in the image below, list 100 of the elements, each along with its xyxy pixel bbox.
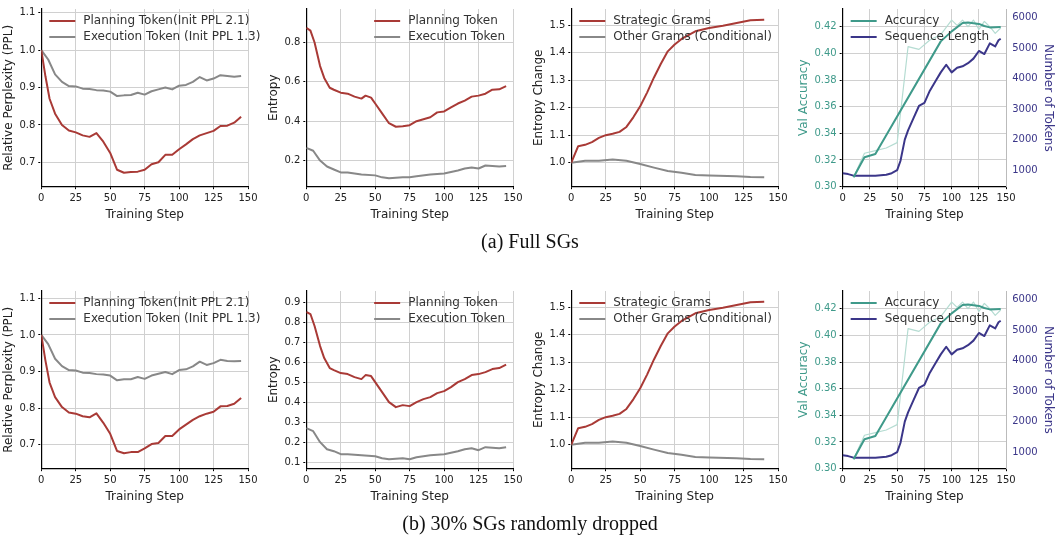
legend-label: Planning Token <box>408 13 498 28</box>
y-tick-label: 1.3 <box>549 355 566 367</box>
y-tick-label: 0.8 <box>19 118 36 130</box>
y-tick-label: 1.2 <box>549 101 566 113</box>
y-tick-label: 0.4 <box>284 395 301 407</box>
x-tick-label: 125 <box>969 474 989 486</box>
y2-tick-label: 5000 <box>1012 323 1038 335</box>
y-tick-label: 0.32 <box>814 435 837 447</box>
legend-label: Execution Token <box>408 29 505 44</box>
y-axis-title: Relative Perplexity (PPL) <box>1 24 16 171</box>
x-tick-label: 25 <box>334 474 348 486</box>
x-tick-label: 25 <box>863 474 877 486</box>
legend-label: Accuracy <box>884 13 940 28</box>
y-tick-label: 1.2 <box>549 383 566 395</box>
text: (a) Full SGs <box>480 230 580 253</box>
y2-tick-label: 5000 <box>1012 41 1038 53</box>
y-tick-label: 1.4 <box>549 46 566 58</box>
x-tick-label: 125 <box>469 192 489 204</box>
y-axis-title: Entropy Change <box>531 331 546 428</box>
y2-tick-label: 3000 <box>1012 102 1038 114</box>
y2-tick-label: 6000 <box>1012 10 1038 22</box>
x-tick-label: 75 <box>668 474 682 486</box>
x-tick-label: 125 <box>204 474 224 486</box>
y-tick-label: 0.9 <box>284 295 301 307</box>
x-tick-label: 100 <box>434 192 454 204</box>
x-tick-label: 75 <box>138 474 152 486</box>
y2-tick-label: 6000 <box>1012 292 1038 304</box>
x-tick-label: 0 <box>568 474 575 486</box>
x-axis-title: Training Step <box>884 206 964 221</box>
legend-label: Strategic Grams <box>613 295 711 310</box>
x-tick-label: 25 <box>334 192 348 204</box>
y-tick-label: 1.0 <box>19 328 36 340</box>
y-tick-label: 0.7 <box>19 438 36 450</box>
x-tick-label: 75 <box>138 192 152 204</box>
x-tick-label: 50 <box>103 474 117 486</box>
x-tick-label: 50 <box>633 474 647 486</box>
y-axis-title: Relative Perplexity (PPL) <box>1 306 16 453</box>
legend-label: Execution Token <box>408 311 505 326</box>
y-tick-label: 0.2 <box>284 435 301 447</box>
x-tick-label: 75 <box>918 474 931 486</box>
x-tick-label: 0 <box>839 474 846 486</box>
legend-label: Planning Token <box>408 295 498 310</box>
x-tick-label: 100 <box>434 474 454 486</box>
x-tick-label: 75 <box>918 192 931 204</box>
y-tick-label: 0.38 <box>814 73 837 85</box>
y-tick-label: 0.40 <box>814 328 837 340</box>
y2-tick-label: 1000 <box>1012 445 1038 457</box>
y-tick-label: 1.5 <box>549 18 566 30</box>
x-tick-label: 50 <box>103 192 117 204</box>
x-axis-title: Training Step <box>884 488 964 503</box>
x-tick-label: 100 <box>942 474 962 486</box>
x-tick-label: 75 <box>668 192 682 204</box>
y-tick-label: 0.30 <box>814 180 837 192</box>
y-tick-label: 0.7 <box>284 335 301 347</box>
x-tick-label: 25 <box>69 474 83 486</box>
x-tick-label: 150 <box>503 474 523 486</box>
y-tick-label: 0.40 <box>814 46 837 58</box>
y-tick-label: 1.4 <box>549 328 566 340</box>
y-tick-label: 1.0 <box>549 438 566 450</box>
legend-label: Execution Token (Init PPL 1.3) <box>83 29 261 44</box>
x-tick-label: 100 <box>169 474 189 486</box>
y-tick-label: 0.3 <box>284 415 301 427</box>
x-tick-label: 150 <box>996 474 1016 486</box>
x-tick-label: 150 <box>768 474 788 486</box>
y-tick-label: 0.1 <box>284 455 301 467</box>
x-tick-label: 25 <box>599 192 613 204</box>
y-tick-label: 0.9 <box>19 365 36 377</box>
y-tick-label: 0.9 <box>19 81 36 93</box>
y-axis-title: Entropy <box>266 74 281 122</box>
x-tick-label: 0 <box>303 192 310 204</box>
x-tick-label: 100 <box>699 192 719 204</box>
y2-tick-label: 2000 <box>1012 415 1038 427</box>
x-tick-label: 125 <box>734 192 754 204</box>
y-tick-label: 0.8 <box>284 36 301 48</box>
y-tick-label: 0.8 <box>19 401 36 413</box>
legend-label: Sequence Length <box>884 29 990 44</box>
y-tick-label: 0.36 <box>814 100 837 112</box>
x-tick-label: 150 <box>238 192 258 204</box>
x-tick-label: 50 <box>890 474 904 486</box>
x-axis-title: Training Step <box>369 488 449 503</box>
y2-tick-label: 4000 <box>1012 354 1038 366</box>
y-tick-label: 0.4 <box>284 114 301 126</box>
x-tick-label: 25 <box>599 474 613 486</box>
y-tick-label: 1.1 <box>549 410 566 422</box>
x-tick-label: 150 <box>238 474 258 486</box>
x-tick-label: 50 <box>368 474 382 486</box>
x-tick-label: 150 <box>503 192 523 204</box>
x-axis-title: Training Step <box>104 488 184 503</box>
y-tick-label: 0.42 <box>814 302 837 314</box>
y-tick-label: 0.30 <box>814 462 837 474</box>
x-tick-label: 75 <box>403 474 417 486</box>
y-tick-label: 0.34 <box>814 126 837 138</box>
x-tick-label: 125 <box>469 474 489 486</box>
x-tick-label: 50 <box>890 192 904 204</box>
x-tick-label: 0 <box>303 474 310 486</box>
y2-tick-label: 2000 <box>1012 133 1038 145</box>
y-tick-label: 1.3 <box>549 73 566 85</box>
y-tick-label: 0.2 <box>284 154 301 166</box>
y-tick-label: 1.1 <box>19 6 36 18</box>
x-tick-label: 50 <box>633 192 647 204</box>
